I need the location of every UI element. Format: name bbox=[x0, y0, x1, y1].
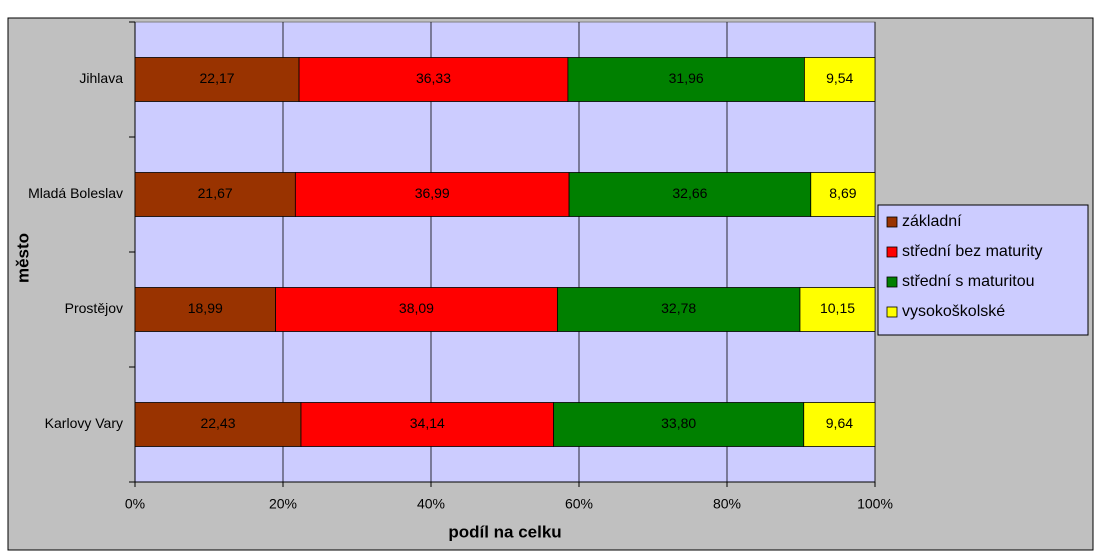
bar-segment bbox=[134, 172, 296, 217]
x-tick-label: 80% bbox=[713, 496, 741, 512]
data-label: 38,09 bbox=[399, 300, 434, 316]
y-tick-label: Prostějov bbox=[65, 300, 123, 316]
data-label: 32,78 bbox=[661, 300, 696, 316]
bar-segment bbox=[568, 172, 812, 217]
legend-swatch bbox=[886, 246, 898, 258]
bar-segment bbox=[298, 57, 569, 102]
bar-segment bbox=[134, 402, 302, 447]
data-label: 34,14 bbox=[410, 415, 445, 431]
x-tick-label: 40% bbox=[417, 496, 445, 512]
x-tick-label: 60% bbox=[565, 496, 593, 512]
legend-label: střední s maturitou bbox=[902, 273, 1035, 290]
bar-segment bbox=[810, 172, 876, 217]
legend bbox=[877, 204, 1089, 336]
y-axis-title: město bbox=[13, 233, 32, 283]
x-tick-label: 100% bbox=[857, 496, 893, 512]
bar-segment bbox=[134, 57, 300, 102]
data-label: 22,43 bbox=[200, 415, 235, 431]
data-label: 21,67 bbox=[198, 185, 233, 201]
legend-label: střední bez maturity bbox=[902, 243, 1043, 260]
data-label: 33,80 bbox=[661, 415, 696, 431]
y-tick-label: Karlovy Vary bbox=[45, 415, 123, 431]
bar-segment bbox=[294, 172, 570, 217]
data-label: 36,33 bbox=[416, 70, 451, 86]
legend-label: základní bbox=[902, 213, 962, 230]
y-tick-label: Jihlava bbox=[79, 70, 123, 86]
bar-segment bbox=[804, 57, 876, 102]
legend-swatch bbox=[886, 276, 898, 288]
bar-segment bbox=[134, 287, 276, 332]
data-label: 18,99 bbox=[188, 300, 223, 316]
data-label: 36,99 bbox=[415, 185, 450, 201]
x-tick-label: 0% bbox=[125, 496, 145, 512]
data-label: 9,54 bbox=[826, 70, 853, 86]
data-label: 22,17 bbox=[200, 70, 235, 86]
bar-segment bbox=[567, 57, 805, 102]
bar-segment bbox=[803, 402, 876, 447]
legend-swatch bbox=[886, 216, 898, 228]
data-label: 8,69 bbox=[829, 185, 856, 201]
legend-label: vysokoškolské bbox=[902, 303, 1005, 320]
data-label: 31,96 bbox=[669, 70, 704, 86]
legend-swatch bbox=[886, 306, 898, 318]
bar-segment bbox=[799, 287, 876, 332]
y-tick-label: Mladá Boleslav bbox=[28, 185, 123, 201]
x-tick-label: 20% bbox=[269, 496, 297, 512]
data-label: 9,64 bbox=[826, 415, 853, 431]
data-label: 32,66 bbox=[672, 185, 707, 201]
data-label: 10,15 bbox=[820, 300, 855, 316]
x-axis-title: podíl na celku bbox=[448, 522, 561, 541]
